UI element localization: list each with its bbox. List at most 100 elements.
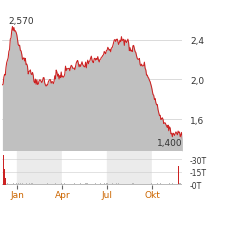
Bar	[114, 184, 115, 185]
Bar	[90, 184, 91, 185]
Bar	[176, 184, 177, 185]
Bar	[26, 184, 27, 185]
Bar	[112, 184, 113, 185]
Bar	[111, 184, 112, 185]
Bar	[9, 184, 10, 185]
Bar	[154, 184, 155, 185]
Bar	[146, 184, 147, 185]
Bar	[42, 184, 43, 185]
Bar	[55, 184, 56, 185]
Bar	[21, 184, 22, 185]
Bar	[126, 184, 127, 185]
Bar	[116, 184, 117, 185]
Bar	[65, 184, 66, 185]
Bar	[173, 184, 174, 185]
Bar	[48, 184, 49, 185]
Bar	[110, 184, 111, 185]
Bar	[168, 184, 169, 185]
Text: 2,570: 2,570	[9, 16, 35, 25]
Bar	[130, 184, 131, 185]
Bar	[95, 184, 96, 185]
Bar	[59, 184, 60, 185]
Bar	[62, 184, 63, 185]
Bar	[153, 184, 154, 185]
Bar	[100, 184, 101, 185]
Bar	[74, 184, 75, 185]
Bar	[49, 184, 50, 185]
Bar	[124, 184, 125, 185]
Bar	[145, 184, 146, 185]
Bar	[108, 184, 109, 185]
Bar	[103, 184, 104, 185]
Bar	[118, 184, 119, 185]
Bar	[58, 184, 59, 185]
Bar	[93, 184, 94, 185]
Bar	[78, 184, 79, 185]
Bar	[36, 184, 37, 185]
Bar	[127, 184, 128, 185]
Bar	[61, 184, 62, 185]
Bar	[18, 184, 19, 185]
Bar	[15, 184, 16, 185]
Bar	[113, 184, 114, 185]
Bar	[71, 184, 72, 185]
Bar	[17, 184, 18, 185]
Bar	[85, 184, 86, 185]
Bar	[66, 184, 67, 185]
Bar	[151, 184, 152, 185]
Bar	[46, 184, 47, 185]
Bar	[133, 184, 134, 185]
Bar	[125, 184, 126, 185]
Bar	[86, 184, 87, 185]
Bar	[75, 184, 76, 185]
Bar	[132, 184, 133, 185]
Bar	[96, 184, 97, 185]
Bar	[40, 184, 41, 185]
Bar	[64, 184, 65, 185]
Bar	[41, 184, 42, 185]
Bar	[107, 184, 108, 185]
Bar	[142, 184, 143, 185]
Bar	[157, 184, 158, 185]
Bar	[178, 184, 179, 185]
Bar	[80, 184, 81, 185]
Bar	[16, 184, 17, 185]
Bar	[22, 184, 23, 185]
Bar	[171, 184, 172, 185]
Bar	[77, 184, 78, 185]
Bar	[27, 184, 28, 185]
Bar	[79, 184, 80, 185]
Bar	[108, 151, 152, 185]
Bar	[83, 184, 84, 185]
Bar	[150, 184, 151, 185]
Bar	[84, 184, 85, 185]
Bar	[61, 184, 62, 185]
Bar	[28, 184, 29, 185]
Bar	[4, 170, 5, 185]
Bar	[25, 184, 26, 185]
Bar	[6, 184, 7, 185]
Bar	[163, 184, 164, 185]
Bar	[24, 184, 25, 185]
Bar	[59, 184, 60, 185]
Bar	[136, 184, 137, 185]
Bar	[38, 184, 39, 185]
Bar	[132, 184, 133, 185]
Bar	[134, 184, 135, 185]
Bar	[107, 184, 108, 185]
Bar	[74, 184, 75, 185]
Bar	[175, 183, 176, 185]
Bar	[159, 184, 160, 185]
Bar	[62, 151, 108, 185]
Bar	[122, 184, 123, 185]
Bar	[39, 184, 40, 185]
Bar	[2, 184, 3, 185]
Bar	[137, 184, 138, 185]
Bar	[140, 184, 141, 185]
Bar	[44, 184, 45, 185]
Bar	[37, 184, 38, 185]
Bar	[105, 184, 106, 185]
Bar	[52, 184, 53, 185]
Bar	[169, 184, 170, 185]
Bar	[35, 184, 36, 185]
